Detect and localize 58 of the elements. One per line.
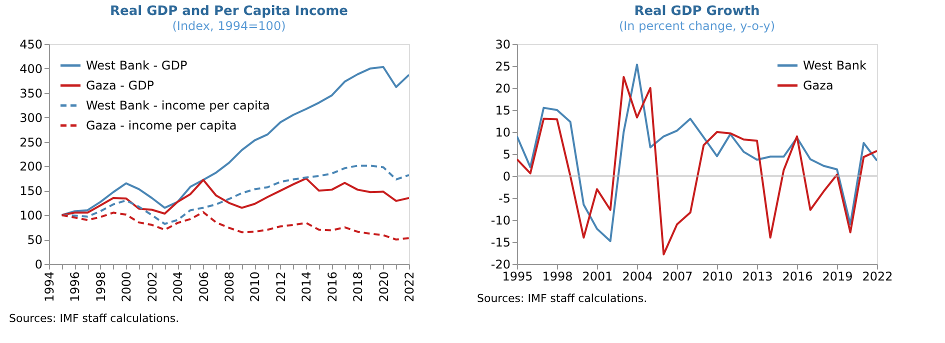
legend-label: West Bank - GDP [86, 58, 188, 72]
source-note: Sources: IMF staff calculations. [9, 312, 180, 325]
x-tick-label: 2019 [822, 270, 853, 284]
y-tick-label: -10 [490, 214, 510, 228]
x-tick-label: 2018 [351, 272, 366, 302]
x-tick-label: 2006 [196, 272, 211, 302]
source-note: Sources: IMF staff calculations. [477, 292, 648, 305]
x-tick-label: 2022 [402, 272, 416, 302]
x-tick-label: 2004 [171, 272, 186, 302]
y-tick-label: 250 [20, 135, 42, 150]
y-tick-label: 300 [20, 110, 42, 125]
x-tick-label: 2016 [325, 272, 340, 302]
chart-subtitle: (In percent change, y-o-y) [618, 19, 776, 33]
y-tick-label: 400 [20, 62, 42, 76]
x-tick-label: 2014 [300, 272, 314, 302]
x-tick-label: 2001 [582, 270, 613, 284]
legend-label: Gaza - income per capita [86, 118, 237, 132]
y-tick-label: 25 [495, 60, 510, 74]
x-tick-label: 1996 [68, 272, 82, 302]
x-tick-label: 2013 [742, 270, 773, 284]
x-tick-label: 2022 [862, 270, 893, 284]
y-tick-label: 10 [495, 126, 510, 140]
y-tick-label: 200 [20, 160, 42, 174]
y-tick-label: 30 [495, 38, 510, 52]
y-tick-label: 450 [20, 38, 42, 52]
x-tick-label: 1998 [94, 272, 108, 302]
y-tick-label: -20 [490, 258, 510, 272]
y-tick-label: -15 [490, 236, 510, 250]
legend-label: Gaza [803, 78, 834, 92]
y-tick-label: 150 [20, 184, 42, 198]
y-tick-label: 20 [495, 82, 510, 96]
x-tick-label: 2010 [248, 272, 262, 302]
y-tick-label: 0 [34, 258, 42, 272]
x-tick-label: 2020 [376, 272, 391, 302]
y-tick-label: 5 [502, 148, 510, 162]
x-tick-label: 2012 [274, 272, 288, 302]
y-tick-label: 0 [502, 170, 510, 184]
chart-title: Real GDP and Per Capita Income [110, 4, 348, 19]
chart-title: Real GDP Growth [634, 4, 760, 19]
chart-subtitle: (Index, 1994=100) [172, 19, 286, 33]
x-tick-label: 2000 [120, 272, 134, 302]
x-tick-label: 2010 [702, 270, 733, 284]
y-tick-label: 350 [20, 86, 42, 100]
x-tick-label: 1998 [542, 270, 573, 284]
legend-label: West Bank - income per capita [86, 98, 270, 112]
y-tick-label: 15 [495, 104, 510, 118]
x-tick-label: 2008 [222, 272, 236, 302]
y-tick-label: 100 [20, 208, 42, 223]
legend-label: West Bank [803, 58, 867, 72]
y-tick-label: 50 [27, 233, 42, 248]
x-tick-label: 2016 [782, 270, 813, 284]
x-tick-label: 2004 [622, 270, 653, 284]
y-tick-label: -5 [498, 192, 510, 206]
x-tick-label: 2002 [145, 272, 160, 302]
x-tick-label: 1994 [42, 272, 56, 302]
x-tick-label: 1995 [502, 270, 533, 284]
legend-label: Gaza - GDP [86, 78, 154, 92]
x-tick-label: 2007 [662, 270, 693, 284]
